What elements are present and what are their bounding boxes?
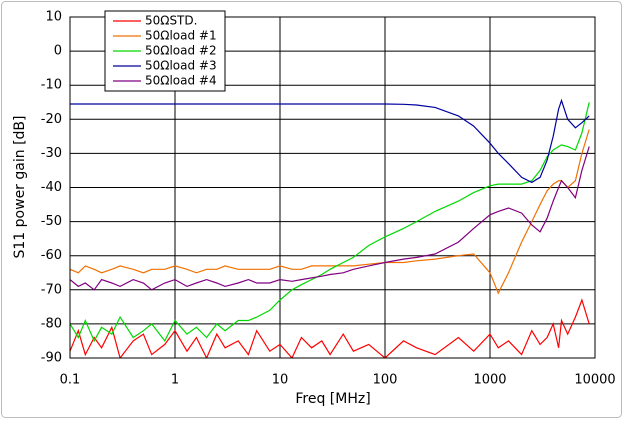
series-line	[70, 98, 590, 184]
y-tick-label: -80	[41, 316, 62, 331]
x-tick-label: 1	[171, 373, 179, 388]
plot-border	[69, 16, 596, 359]
y-tick-label: -50	[41, 214, 62, 229]
x-tick-label: 0.1	[60, 373, 81, 388]
x-tick-label: 100	[373, 373, 398, 388]
x-tick-label: 1000	[473, 373, 506, 388]
series-line	[70, 129, 590, 295]
y-tick-label: 0	[54, 44, 62, 59]
y-tick-label: -30	[41, 146, 62, 161]
legend-label: 50Ωload #4	[145, 74, 217, 88]
series-line	[70, 298, 590, 358]
legend-label: 50Ωload #1	[145, 29, 217, 43]
y-tick-label: 10	[45, 10, 62, 25]
y-tick-label: -10	[41, 78, 62, 93]
y-axis-label: S11 power gain [dB]	[12, 116, 28, 259]
x-tick-label: 10	[272, 373, 289, 388]
legend-label: 50Ωload #2	[145, 44, 217, 58]
legend-label: 50ΩSTD.	[145, 14, 197, 28]
legend-label: 50Ωload #3	[145, 59, 217, 73]
x-axis-label: Freq [MHz]	[295, 391, 370, 407]
y-tick-label: -90	[41, 351, 62, 366]
y-tick-label: -70	[41, 282, 62, 297]
x-tick-label: 10000	[574, 373, 615, 388]
y-tick-label: -40	[41, 180, 62, 195]
y-tick-label: -20	[41, 112, 62, 127]
series-line	[70, 146, 590, 291]
y-tick-label: -60	[41, 248, 62, 263]
